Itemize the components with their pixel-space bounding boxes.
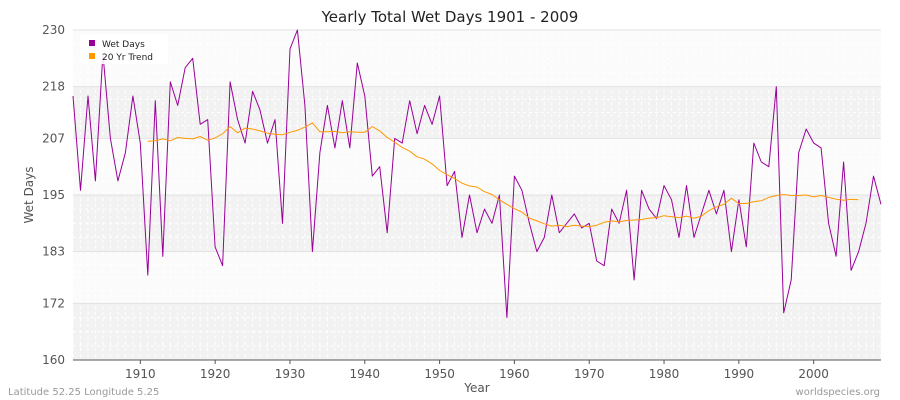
legend-label-trend: 20 Yr Trend <box>102 53 153 63</box>
x-tick-label: 1950 <box>424 367 455 381</box>
y-tick-labels: 160 172 183 195 207 218 230 <box>42 23 65 367</box>
x-tick-label: 1970 <box>574 367 605 381</box>
legend: Wet Days 20 Yr Trend <box>80 34 168 64</box>
legend-swatch-trend <box>89 53 95 59</box>
x-tick-label: 2000 <box>798 367 829 381</box>
y-axis-label: Wet Days <box>22 166 36 223</box>
y-tick-label: 172 <box>42 296 65 310</box>
y-tick-label: 218 <box>42 80 65 94</box>
footer-coordinates: Latitude 52.25 Longitude 5.25 <box>8 387 159 398</box>
x-tick-labels: 1910 1920 1930 1940 1950 1960 1970 1980 1990 2000 <box>125 360 829 381</box>
grid-lines <box>72 29 882 361</box>
chart-title: Yearly Total Wet Days 1901 - 2009 <box>321 8 579 26</box>
y-tick-label: 230 <box>42 23 65 37</box>
x-tick-label: 1960 <box>499 367 530 381</box>
y-tick-label: 160 <box>42 353 65 367</box>
legend-swatch-wet-days <box>89 40 95 46</box>
series-lines <box>72 29 882 319</box>
x-tick-label: 1940 <box>350 367 381 381</box>
x-tick-label: 1910 <box>125 367 156 381</box>
footer-credit: worldspecies.org <box>796 387 880 398</box>
y-tick-label: 183 <box>42 245 65 259</box>
series-line-trend <box>147 122 859 228</box>
x-axis-label: Year <box>463 381 489 395</box>
x-tick-label: 1930 <box>275 367 306 381</box>
series-line-wet-days <box>72 29 882 319</box>
y-tick-label: 195 <box>42 188 65 202</box>
legend-label-wet-days: Wet Days <box>102 40 145 50</box>
x-tick-label: 1990 <box>724 367 755 381</box>
x-tick-label: 1920 <box>200 367 231 381</box>
y-tick-label: 207 <box>42 131 65 145</box>
x-tick-label: 1980 <box>649 367 680 381</box>
